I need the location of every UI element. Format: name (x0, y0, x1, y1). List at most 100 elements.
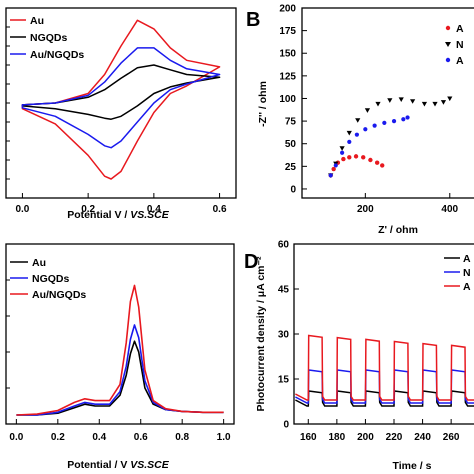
panel-c-xtick-label: 0.8 (175, 432, 189, 443)
panel-b-point-2 (372, 123, 377, 128)
panel-c-xlabel-part1: Potential / V (67, 459, 130, 471)
panel-b-ylabel: -Z'' / ohm (257, 81, 269, 127)
panel-b-point-2 (363, 127, 368, 132)
panel-d-series-0 (295, 390, 474, 407)
panel-b-point-0 (347, 155, 352, 160)
panel-c-legend: Au NGQDs Au/NGQDs (10, 257, 86, 301)
panel-b-point-2 (391, 118, 397, 124)
legend-label-b2: N (456, 39, 464, 51)
panel-d-ticks: 01530456016018020022024026028 (278, 240, 460, 444)
panel-a-series-1 (21, 64, 221, 120)
legend-label-b3: A (456, 55, 464, 67)
panel-b-ytick-label: 125 (279, 71, 296, 82)
panel-b-point-1 (421, 101, 428, 107)
panel-d-ytick-label: 0 (283, 420, 289, 431)
panel-b-point-0 (353, 154, 359, 159)
panel-b-point-1 (387, 98, 393, 103)
panel-b-point-1 (447, 96, 453, 102)
legend-marker-b1 (445, 25, 451, 31)
panel-b-point-0 (374, 160, 380, 165)
panel-b-ytick-label: 50 (285, 139, 297, 150)
panel-a-xtick-label: 0.0 (15, 204, 29, 215)
panel-d-xtick-label: 260 (443, 432, 460, 443)
panel-d-series-1 (295, 369, 474, 404)
panel-c-series-0 (16, 340, 224, 416)
panel-b-ytick-label: 200 (279, 4, 296, 15)
panel-d-letter: D (244, 251, 258, 273)
panel-a-ticks: 0.0 0.2 0.4 0.6 (6, 26, 227, 215)
legend-label-c-ngqds: NGQDs (32, 273, 70, 285)
panel-d-ytick-label: 15 (278, 375, 290, 386)
panel-b-point-0 (341, 156, 346, 162)
panel-b-point-0 (380, 163, 385, 168)
panel-d-frame (293, 243, 474, 425)
panel-b-point-2 (347, 139, 352, 145)
panel-c-xlabel: Potential / V VS.SCE (67, 459, 170, 471)
panel-d-ytick-label: 60 (278, 240, 290, 251)
panel-b-ytick-label: 75 (285, 117, 297, 128)
panel-a-xlabel-part1: Potential V / (67, 209, 130, 221)
panel-d-legend: A N A (444, 253, 471, 293)
panel-b-point-1 (410, 99, 416, 104)
legend-label-c-au-ngqds: Au/NGQDs (32, 289, 86, 301)
panel-b-point-2 (382, 120, 387, 126)
legend-marker-b3 (445, 57, 451, 63)
panel-b-point-1 (398, 97, 404, 102)
panel-b-letter: B (246, 9, 260, 31)
panel-a-xtick-label: 0.2 (81, 204, 95, 215)
legend-label-d1: A (463, 253, 471, 265)
panel-c-frame (5, 243, 235, 425)
panel-b-point-1 (346, 130, 352, 136)
panel-c-series-2 (16, 284, 224, 416)
panel-b-point-1 (432, 101, 438, 107)
panel-d-xtick-label: 200 (357, 432, 374, 443)
panel-d-ylabel: Photocurrent density / μA cm⁻² (255, 256, 267, 412)
panel-d: D 01530456016018020022024026028 A N A Ph… (244, 240, 474, 472)
panel-b-frame (301, 7, 474, 199)
panel-c-xlabel-part2: VS.SCE (130, 459, 170, 471)
panel-d-xtick-label: 160 (300, 432, 317, 443)
panel-a-series-0 (21, 19, 221, 180)
legend-marker-b2 (445, 42, 451, 47)
panel-b-xtick-label: 400 (441, 204, 458, 215)
panel-d-ytick-label: 45 (278, 285, 290, 296)
panel-b-legend: A N A (445, 23, 464, 67)
panel-b-ytick-label: 0 (290, 184, 296, 195)
legend-label-d3: A (463, 281, 471, 293)
panel-c-series-1 (16, 324, 224, 416)
panel-a-xtick-label: 0.4 (147, 204, 161, 215)
panel-b-point-2 (328, 173, 333, 178)
legend-label-au-ngqds: Au/NGQDs (30, 49, 84, 61)
panel-b-point-2 (354, 132, 359, 137)
panel-b-xlabel: Z' / ohm (378, 224, 418, 236)
panel-d-xtick-label: 220 (386, 432, 403, 443)
panel-b-point-1 (440, 100, 447, 105)
panel-b: B 0 25 50 75 100 125 150 175 200 200 400 A N A -Z'… (246, 4, 474, 236)
panel-d-xtick-label: 240 (414, 432, 431, 443)
panel-b-point-0 (361, 155, 366, 160)
legend-label-au: Au (30, 15, 44, 27)
panel-b-ytick-label: 100 (279, 94, 296, 105)
panel-b-ytick-label: 150 (279, 49, 296, 60)
panel-c: 0.0 0.2 0.4 0.6 0.8 1.0 Au NGQDs Au/NGQDs Pot… (5, 243, 235, 471)
panel-b-point-2 (333, 163, 338, 168)
panel-c-curves (16, 284, 224, 416)
legend-label-b1: A (456, 23, 464, 35)
panel-d-series-2 (295, 334, 474, 401)
panel-a-curves (21, 19, 221, 180)
panel-a-xtick-label: 0.6 (213, 204, 227, 215)
panel-b-ticks: 0 25 50 75 100 125 150 175 200 200 400 (279, 4, 458, 216)
panel-a-series-2 (21, 47, 221, 149)
panel-d-xlabel: Time / s (393, 460, 432, 472)
panel-b-point-1 (339, 146, 345, 151)
panel-c-xtick-label: 1.0 (217, 432, 231, 443)
panel-b-point-2 (340, 150, 345, 155)
panel-b-point-1 (355, 118, 361, 123)
panel-b-point-2 (401, 117, 406, 122)
panel-c-xtick-label: 0.0 (9, 432, 23, 443)
panel-c-xtick-label: 0.2 (51, 432, 65, 443)
panel-c-xtick-label: 0.4 (92, 432, 106, 443)
panel-b-ytick-label: 175 (279, 26, 296, 37)
legend-label-ngqds: NGQDs (30, 32, 68, 44)
